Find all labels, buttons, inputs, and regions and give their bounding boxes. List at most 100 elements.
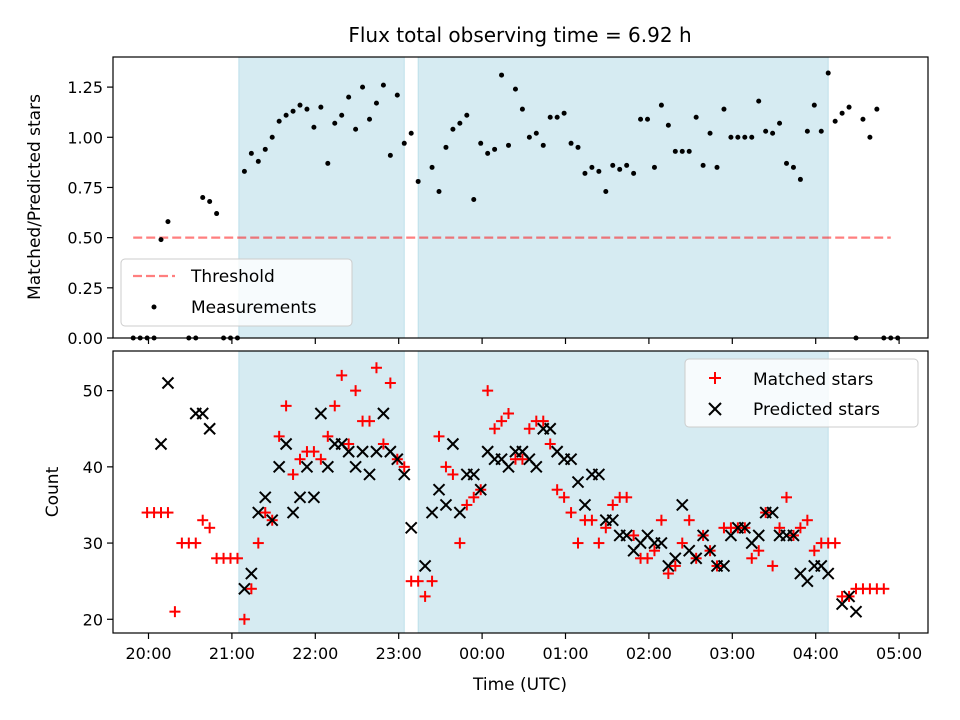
bottom-y-axis-label: Count xyxy=(43,466,63,517)
matched-star-point xyxy=(781,491,793,503)
matched-star-point xyxy=(503,407,515,419)
measurement-point xyxy=(665,122,671,128)
predicted-star-point xyxy=(752,529,765,542)
measurement-point xyxy=(526,134,532,140)
measurement-point xyxy=(332,120,338,126)
matched-star-point xyxy=(294,453,306,465)
matched-star-point xyxy=(377,438,389,450)
predicted-star-point xyxy=(398,468,411,481)
matched-star-point xyxy=(273,430,285,442)
predicted-star-point xyxy=(356,445,369,458)
matched-star-point xyxy=(794,522,806,534)
matched-star-point xyxy=(322,430,334,442)
predicted-star-point xyxy=(377,407,390,420)
predicted-star-point xyxy=(370,445,383,458)
bottom-legend-box xyxy=(684,358,919,428)
matched-star-point xyxy=(753,545,765,557)
measurement-point xyxy=(645,116,651,122)
x-tick-label: 03:00 xyxy=(709,644,755,663)
measurement-point xyxy=(610,162,616,168)
matched-star-point xyxy=(238,613,250,625)
predicted-star-point xyxy=(655,536,668,550)
measurement-point xyxy=(777,120,783,126)
measurement-point xyxy=(492,146,498,152)
matched-star-point xyxy=(621,491,633,503)
measurement-point xyxy=(394,92,400,98)
predicted-star-point xyxy=(620,529,633,542)
matched-legend-label: Matched stars xyxy=(753,370,873,390)
measurement-point xyxy=(353,126,359,132)
measurement-point xyxy=(436,188,442,194)
matched-star-point xyxy=(280,400,292,412)
x-tick-label: 01:00 xyxy=(542,644,588,663)
measurement-point xyxy=(512,86,518,92)
measurement-point xyxy=(311,124,317,130)
measurement-point xyxy=(693,114,699,120)
predicted-star-point xyxy=(425,506,439,519)
x-tick-label: 20:00 xyxy=(125,644,171,663)
measurement-point xyxy=(290,108,296,114)
predicted-star-point xyxy=(259,491,272,504)
measurement-point xyxy=(770,130,776,136)
measurement-point xyxy=(248,150,254,156)
measurement-point xyxy=(735,134,741,140)
measurement-point xyxy=(561,110,567,116)
predicted-star-point xyxy=(238,582,251,596)
matched-star-point xyxy=(398,461,410,473)
matched-star-point xyxy=(190,537,202,549)
measurement-point xyxy=(269,134,275,140)
predicted-star-point xyxy=(418,559,432,573)
matched-star-point xyxy=(551,484,563,496)
top-axes: 0.00 0.25 0.50 0.75 1.00 1.25 xyxy=(67,78,900,348)
measurement-point xyxy=(262,146,268,152)
measurement-point xyxy=(860,116,866,122)
measurement-point xyxy=(165,219,171,225)
predicted-star-point xyxy=(842,590,856,603)
predicted-star-point xyxy=(293,491,307,504)
measurement-point xyxy=(464,112,470,118)
measurement-point xyxy=(276,118,282,124)
bottom-legend: Matched stars Predicted stars xyxy=(684,358,919,428)
measurement-point xyxy=(568,140,574,146)
bottom-panel: 20 30 40 50 20:00 21:00 22:00 23:00 00:00 01:00 02… xyxy=(43,350,929,695)
y-tick-label: 50 xyxy=(83,382,103,401)
matched-star-point xyxy=(245,583,257,595)
predicted-star-point xyxy=(717,559,731,573)
matched-star-point xyxy=(329,400,341,412)
measurement-point xyxy=(575,144,581,150)
measurement-point xyxy=(756,98,762,104)
predicted-star-point xyxy=(849,605,863,618)
matched-star-point xyxy=(433,430,445,442)
threshold-legend-label: Threshold xyxy=(190,267,275,287)
measurement-point xyxy=(283,112,289,118)
matched-star-point xyxy=(204,522,216,534)
measurement-point xyxy=(714,164,720,170)
predicted-star-point xyxy=(314,407,328,420)
measurement-point xyxy=(617,166,623,172)
matched-star-point xyxy=(572,537,584,549)
bottom-plot-frame xyxy=(112,350,929,634)
measurement-point xyxy=(839,110,845,116)
predicted-star-point xyxy=(154,437,168,451)
measurement-point xyxy=(401,140,407,146)
measurements-legend-label: Measurements xyxy=(191,298,317,318)
predicted-star-point xyxy=(342,445,355,458)
measurement-point xyxy=(846,104,852,110)
measurement-point xyxy=(728,134,734,140)
x-tick-label: 23:00 xyxy=(376,644,422,663)
predicted-star-point xyxy=(286,506,300,519)
measurement-point xyxy=(457,120,463,126)
measurement-point xyxy=(631,170,637,176)
matched-star-point xyxy=(259,507,271,519)
predicted-star-point xyxy=(738,521,752,535)
matched-star-point xyxy=(808,545,820,557)
predicted-star-point xyxy=(676,498,689,512)
predicted-star-point xyxy=(530,460,543,474)
matched-star-point xyxy=(384,377,396,389)
predicted-star-point xyxy=(439,498,453,512)
matched-star-point xyxy=(440,461,452,473)
matched-star-point xyxy=(336,369,348,381)
measurement-point xyxy=(158,237,164,243)
y-tick-label: 40 xyxy=(83,458,103,477)
